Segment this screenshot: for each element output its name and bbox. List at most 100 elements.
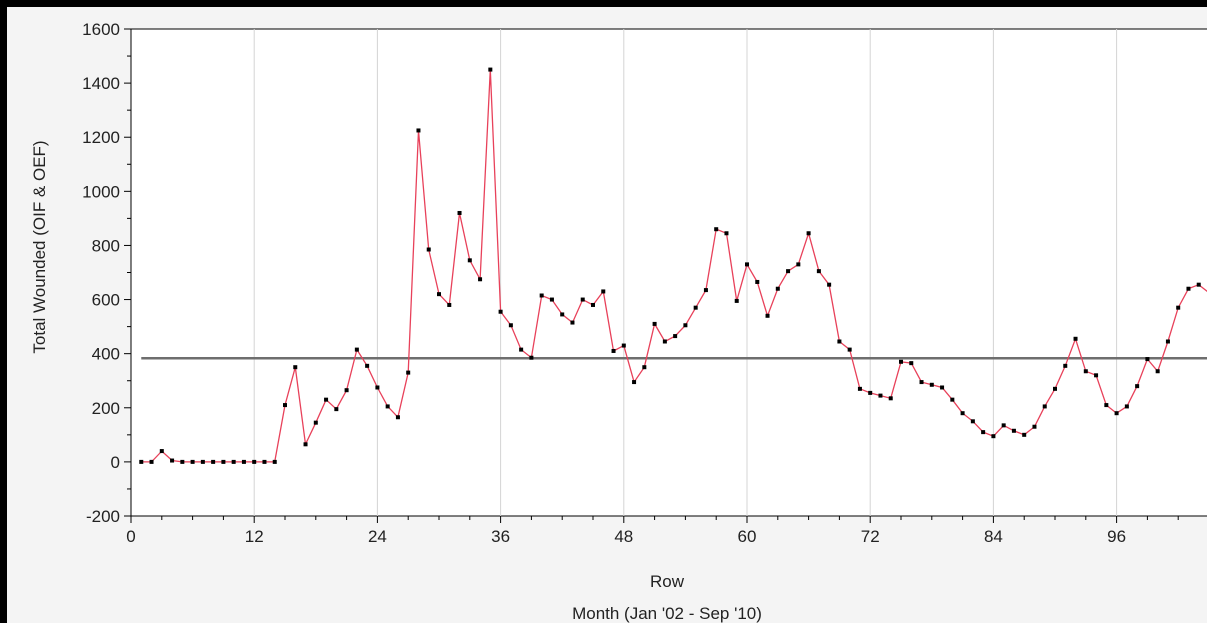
x-axis-subtitle: Month (Jan '02 - Sep '10) bbox=[572, 604, 762, 623]
data-point bbox=[190, 459, 195, 464]
data-point bbox=[354, 347, 359, 352]
data-point bbox=[847, 347, 852, 352]
data-point bbox=[303, 442, 308, 447]
data-point bbox=[703, 288, 708, 293]
y-tick-label: 1200 bbox=[82, 128, 120, 147]
data-point bbox=[1155, 369, 1160, 374]
data-point bbox=[981, 430, 986, 435]
data-point bbox=[252, 459, 257, 464]
data-point bbox=[796, 262, 801, 267]
data-point bbox=[888, 396, 893, 401]
data-point bbox=[406, 370, 411, 375]
data-point bbox=[180, 459, 185, 464]
data-point bbox=[508, 323, 513, 328]
data-point bbox=[375, 385, 380, 390]
y-tick-label: 1400 bbox=[82, 74, 120, 93]
data-point bbox=[395, 415, 400, 420]
y-tick-label: 400 bbox=[92, 345, 120, 364]
data-point bbox=[467, 258, 472, 263]
data-point bbox=[899, 359, 903, 364]
data-point bbox=[262, 459, 267, 464]
data-point bbox=[601, 289, 606, 294]
data-point bbox=[1094, 373, 1099, 378]
data-point bbox=[139, 459, 144, 464]
data-point bbox=[426, 247, 431, 252]
x-tick-label: 48 bbox=[614, 527, 633, 546]
data-point bbox=[231, 459, 236, 464]
data-point bbox=[950, 397, 955, 402]
data-point bbox=[837, 339, 842, 344]
data-point bbox=[765, 313, 770, 318]
data-point bbox=[991, 434, 996, 439]
y-tick-label: 200 bbox=[92, 399, 120, 418]
data-point bbox=[673, 334, 678, 339]
data-point bbox=[580, 297, 585, 302]
data-point bbox=[1165, 339, 1170, 344]
data-point bbox=[960, 411, 965, 416]
y-tick-label: 800 bbox=[92, 236, 120, 255]
data-point bbox=[241, 459, 246, 464]
series-layer bbox=[139, 67, 1207, 464]
data-point bbox=[1022, 432, 1027, 437]
gridlines bbox=[253, 29, 1118, 516]
data-point bbox=[714, 227, 719, 232]
x-tick-label: 84 bbox=[984, 527, 1003, 546]
data-point bbox=[272, 459, 277, 464]
data-point bbox=[1104, 403, 1109, 408]
data-point bbox=[457, 210, 462, 215]
data-point bbox=[1176, 305, 1181, 310]
data-point bbox=[149, 459, 154, 464]
data-point bbox=[745, 262, 749, 267]
y-axis-title: Total Wounded (OIF & OEF) bbox=[30, 140, 49, 353]
data-point bbox=[929, 382, 934, 387]
data-point bbox=[755, 279, 760, 284]
data-point bbox=[1124, 404, 1129, 409]
data-point bbox=[365, 363, 370, 368]
data-point bbox=[816, 269, 821, 274]
data-point bbox=[591, 302, 595, 307]
data-point bbox=[200, 459, 205, 464]
data-point bbox=[385, 404, 390, 409]
data-point bbox=[1196, 282, 1201, 287]
data-point bbox=[313, 420, 318, 425]
data-point bbox=[1135, 384, 1140, 389]
data-point bbox=[621, 343, 626, 348]
data-point bbox=[642, 365, 647, 370]
x-tick-label: 0 bbox=[126, 527, 135, 546]
data-point bbox=[221, 459, 226, 464]
data-point bbox=[878, 393, 883, 398]
data-point bbox=[170, 458, 175, 463]
data-point bbox=[683, 323, 688, 328]
data-point bbox=[447, 302, 452, 307]
data-point bbox=[283, 403, 287, 408]
data-point bbox=[632, 380, 637, 385]
data-point bbox=[775, 286, 780, 291]
data-point bbox=[211, 459, 216, 464]
data-point bbox=[539, 293, 544, 298]
data-point bbox=[786, 269, 791, 274]
y-tick-label: 1600 bbox=[82, 20, 120, 39]
data-point bbox=[498, 309, 503, 314]
data-point bbox=[334, 407, 339, 412]
data-point bbox=[652, 321, 657, 326]
plot-area bbox=[130, 28, 1207, 517]
x-tick-label: 36 bbox=[491, 527, 510, 546]
data-point bbox=[1063, 363, 1068, 368]
data-point bbox=[970, 419, 975, 424]
x-tick-label: 72 bbox=[861, 527, 880, 546]
y-tick-label: 0 bbox=[111, 453, 120, 472]
data-point bbox=[1083, 369, 1088, 374]
data-point bbox=[519, 347, 524, 352]
data-point bbox=[1011, 428, 1016, 433]
data-point bbox=[1114, 411, 1119, 416]
data-point bbox=[919, 380, 924, 385]
data-point bbox=[724, 231, 729, 236]
data-point bbox=[1186, 286, 1191, 291]
data-point bbox=[570, 320, 575, 325]
data-point bbox=[806, 231, 811, 236]
y-tick-label: -200 bbox=[86, 507, 120, 526]
data-point bbox=[344, 388, 349, 393]
data-point bbox=[1001, 423, 1006, 428]
x-tick-label: 60 bbox=[738, 527, 757, 546]
data-point bbox=[857, 386, 862, 391]
